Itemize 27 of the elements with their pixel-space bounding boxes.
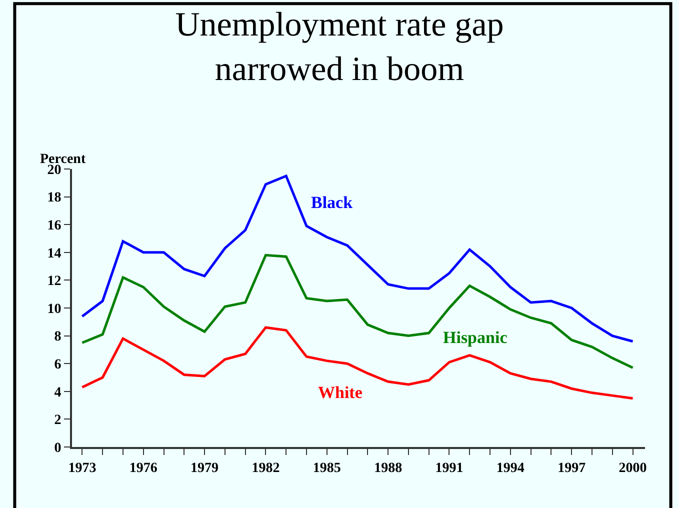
y-tick-label: 0 xyxy=(54,440,62,456)
x-tick-label: 1982 xyxy=(252,460,280,476)
y-tick-label: 20 xyxy=(47,162,62,178)
y-tick-label: 14 xyxy=(47,246,62,262)
series-label: Hispanic xyxy=(443,328,508,347)
line-series xyxy=(80,326,634,400)
series-label: White xyxy=(318,383,363,402)
x-tick-label: 1991 xyxy=(435,460,464,476)
x-tick-label: 1979 xyxy=(190,460,219,476)
y-tick-label: 10 xyxy=(47,302,62,317)
y-tick-label: 2 xyxy=(54,413,62,428)
y-tick-label: 4 xyxy=(54,385,62,400)
series-label: Black xyxy=(311,193,354,212)
x-tick-label: 1985 xyxy=(312,460,341,476)
x-tick-label: 1973 xyxy=(68,460,96,476)
x-tick-label: 1976 xyxy=(129,460,158,476)
x-tick-label: 1994 xyxy=(496,460,524,476)
y-tick-label: 12 xyxy=(47,274,62,290)
line-series xyxy=(80,254,634,370)
x-tick-label: 1988 xyxy=(374,460,402,476)
x-tick-label: 1997 xyxy=(558,460,586,476)
y-tick-label: 8 xyxy=(54,330,62,345)
y-tick-label: 18 xyxy=(47,190,62,206)
y-tick-label: 16 xyxy=(47,218,62,234)
y-tick-label: 6 xyxy=(54,358,62,372)
chart-title: Unemployment rate gap narrowed in boom xyxy=(175,6,504,88)
x-tick-label: 2000 xyxy=(618,460,647,476)
